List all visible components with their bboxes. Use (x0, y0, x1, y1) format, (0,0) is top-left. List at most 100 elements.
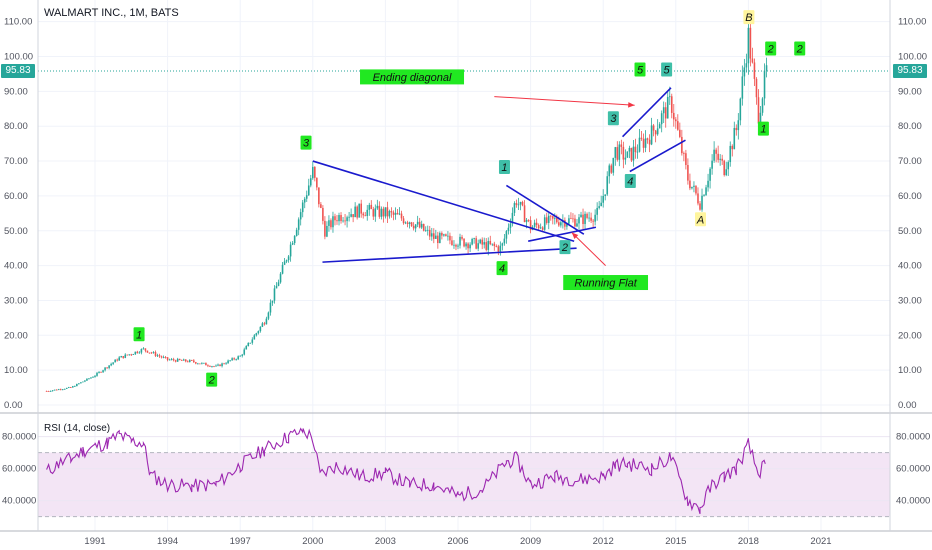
candle-body (658, 124, 661, 129)
candle-body (481, 239, 483, 245)
x-tick-label: 2012 (593, 536, 614, 547)
candle-body (380, 208, 383, 217)
candle-body (392, 212, 395, 215)
candle-body (533, 222, 536, 227)
candle-body (146, 350, 149, 353)
x-tick-label: 1997 (230, 536, 251, 547)
candle-body (235, 359, 237, 360)
candle-body (49, 391, 52, 392)
candle-body (309, 178, 312, 186)
candle-body (465, 243, 467, 247)
candle-body (316, 177, 318, 188)
candle-body (404, 222, 407, 224)
candle-body (259, 326, 262, 332)
candle-body (227, 360, 229, 364)
candle-body (739, 98, 742, 121)
candle-body (76, 383, 78, 387)
wave-label-box (607, 111, 619, 126)
candle-body (558, 222, 560, 226)
candle-body (622, 146, 625, 160)
candle-body (195, 362, 197, 364)
wave-label-box (661, 62, 673, 77)
candle-body (644, 138, 647, 148)
candle-body (251, 339, 254, 343)
candle-body (269, 302, 272, 313)
candle-body (90, 377, 92, 379)
y-tick-label: 90.00 (898, 86, 922, 97)
candle-body (618, 144, 621, 160)
candle-body (763, 70, 766, 99)
candle-body (541, 227, 544, 230)
candle-body (566, 223, 568, 227)
candle-body (400, 213, 403, 219)
candle-body (586, 213, 588, 218)
candle-body (604, 194, 607, 196)
candle-body (685, 153, 687, 166)
x-tick-label: 2006 (447, 536, 468, 547)
candle-body (402, 218, 405, 224)
candle-body (136, 351, 139, 353)
candle-body (144, 348, 147, 351)
candle-body (132, 354, 135, 355)
candle-body (590, 217, 592, 221)
wave-label-text: 4 (627, 176, 633, 188)
candle-body (443, 234, 445, 236)
candle-body (556, 217, 558, 223)
candle-body (245, 346, 248, 350)
candle-body (441, 232, 443, 236)
candle-body (602, 195, 604, 203)
candle-body (314, 166, 316, 178)
candle-body (376, 205, 379, 209)
candle-body (106, 367, 108, 369)
candle-body (312, 166, 314, 179)
candle-body (455, 244, 457, 247)
wave-label-box (624, 173, 636, 188)
candle-body (747, 27, 750, 64)
candle-body (471, 239, 473, 245)
candle-body (281, 264, 284, 274)
y-tick-label: 0.00 (898, 400, 917, 411)
candle-body (86, 378, 88, 381)
candle-body (545, 217, 548, 223)
candle-body (263, 323, 266, 325)
candle-body (636, 151, 639, 153)
candle-body (505, 231, 508, 239)
y-tick-label: 70.00 (898, 156, 922, 167)
candle-body (679, 129, 681, 137)
candle-body (301, 202, 304, 213)
candle-body (761, 98, 764, 113)
candle-body (632, 146, 635, 161)
wave-label-box (743, 10, 755, 25)
candle-body (457, 245, 459, 247)
wave-labels: 1 2 3 4 1 2 3 4 5 5 A B 1 2 2 (133, 10, 806, 387)
rsi-title: RSI (14, close) (44, 423, 111, 434)
candle-body (291, 243, 294, 245)
candle-body (370, 204, 373, 210)
candle-body (695, 185, 697, 194)
y-tick-label: 0.00 (4, 400, 23, 411)
candle-body (201, 362, 203, 364)
candle-body (70, 387, 72, 388)
candle-body (433, 233, 435, 239)
annotation-box (360, 69, 465, 85)
wave-label-text: B (745, 12, 752, 24)
candle-body (697, 193, 699, 204)
candle-body (525, 219, 528, 223)
candle-body (80, 382, 82, 384)
y-tick-label: 80.00 (4, 121, 28, 132)
candle-body (154, 352, 157, 356)
candle-body (182, 359, 185, 361)
candle-body (670, 96, 673, 113)
arrow-head (628, 102, 635, 108)
candle-body (699, 203, 701, 210)
candle-body (172, 359, 175, 361)
candle-body (356, 206, 358, 218)
candle-body (110, 363, 112, 366)
candle-body (681, 136, 683, 154)
candle-body (578, 217, 580, 224)
candle-body (88, 378, 90, 380)
candle-body (63, 388, 66, 390)
candle-body (759, 112, 762, 124)
candle-body (140, 349, 143, 353)
candle-body (74, 386, 76, 387)
